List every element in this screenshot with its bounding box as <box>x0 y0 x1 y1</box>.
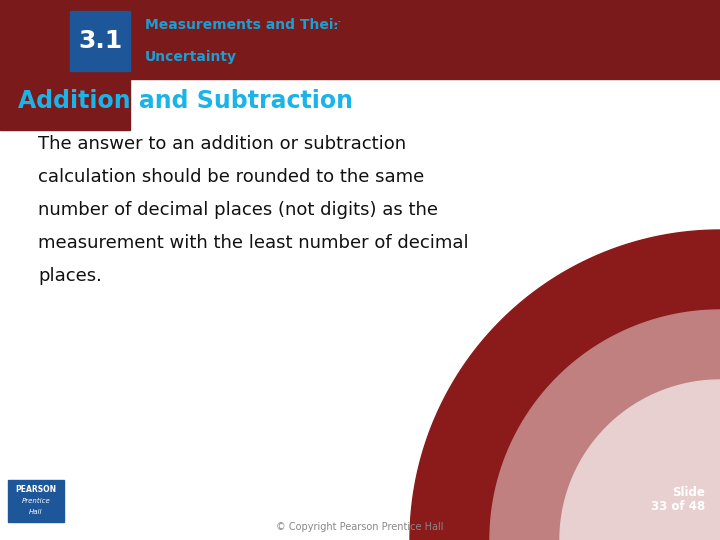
Polygon shape <box>410 230 720 540</box>
Text: Hall: Hall <box>30 509 42 515</box>
Bar <box>0 0 720 79</box>
Text: measurement with the least number of decimal: measurement with the least number of dec… <box>38 234 469 252</box>
Text: Prentice: Prentice <box>22 498 50 504</box>
Bar <box>8 480 64 522</box>
Text: 3.1: 3.1 <box>78 29 122 53</box>
Text: calculation should be rounded to the same: calculation should be rounded to the sam… <box>38 168 424 186</box>
Text: Uncertainty: Uncertainty <box>145 50 237 64</box>
Bar <box>0 79 720 540</box>
Text: places.: places. <box>38 267 102 285</box>
Bar <box>70 11 130 71</box>
Polygon shape <box>0 0 130 130</box>
Text: Significant Figures in Calculations: Significant Figures in Calculations <box>345 18 612 32</box>
Text: Measurements and Their: Measurements and Their <box>145 18 341 32</box>
Text: The answer to an addition or subtraction: The answer to an addition or subtraction <box>38 135 406 153</box>
Text: PEARSON: PEARSON <box>15 485 57 494</box>
Polygon shape <box>490 310 720 540</box>
Text: >: > <box>330 18 343 33</box>
Polygon shape <box>0 0 130 130</box>
Text: © Copyright Pearson Prentice Hall: © Copyright Pearson Prentice Hall <box>276 522 444 532</box>
Text: Slide: Slide <box>672 485 705 498</box>
Text: 33 of 48: 33 of 48 <box>651 501 705 514</box>
Polygon shape <box>560 380 720 540</box>
Text: Addition and Subtraction: Addition and Subtraction <box>18 89 353 113</box>
Text: number of decimal places (not digits) as the: number of decimal places (not digits) as… <box>38 201 438 219</box>
Polygon shape <box>0 0 130 130</box>
